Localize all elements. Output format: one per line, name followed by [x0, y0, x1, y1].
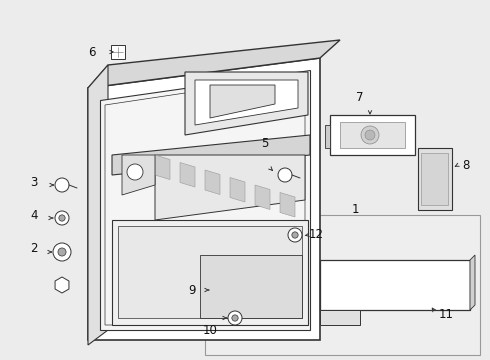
- Text: 9: 9: [189, 284, 196, 297]
- Polygon shape: [330, 115, 415, 155]
- Text: 10: 10: [203, 324, 218, 337]
- Circle shape: [365, 130, 375, 140]
- Polygon shape: [205, 215, 480, 355]
- Polygon shape: [122, 155, 155, 195]
- Text: 6: 6: [89, 45, 96, 59]
- Polygon shape: [88, 40, 340, 88]
- Circle shape: [59, 215, 65, 221]
- Circle shape: [127, 164, 143, 180]
- Polygon shape: [418, 148, 452, 210]
- Polygon shape: [88, 58, 320, 340]
- Polygon shape: [255, 185, 270, 210]
- Polygon shape: [155, 155, 305, 220]
- Text: 8: 8: [462, 158, 469, 171]
- Text: 11: 11: [439, 309, 454, 321]
- Polygon shape: [205, 170, 220, 194]
- Circle shape: [55, 178, 69, 192]
- Polygon shape: [320, 310, 360, 325]
- Polygon shape: [195, 80, 298, 125]
- Polygon shape: [230, 177, 245, 202]
- Circle shape: [228, 311, 242, 325]
- Circle shape: [58, 248, 66, 256]
- Polygon shape: [118, 226, 302, 318]
- Text: 3: 3: [30, 176, 38, 189]
- Circle shape: [232, 315, 238, 321]
- Polygon shape: [88, 65, 108, 345]
- Polygon shape: [275, 265, 282, 305]
- Text: 5: 5: [261, 137, 269, 150]
- Polygon shape: [210, 85, 275, 118]
- Circle shape: [361, 126, 379, 144]
- Polygon shape: [340, 122, 405, 148]
- Polygon shape: [421, 153, 448, 205]
- Text: 12: 12: [309, 229, 324, 242]
- Circle shape: [55, 211, 69, 225]
- Polygon shape: [200, 255, 302, 318]
- Text: 7: 7: [356, 91, 364, 104]
- Bar: [111, 45, 125, 59]
- Text: 4: 4: [30, 208, 38, 221]
- Text: 2: 2: [30, 243, 38, 256]
- Circle shape: [278, 168, 292, 182]
- Polygon shape: [100, 70, 310, 330]
- Polygon shape: [325, 125, 330, 148]
- Polygon shape: [155, 155, 170, 180]
- Text: 1: 1: [351, 203, 359, 216]
- Circle shape: [288, 228, 302, 242]
- Polygon shape: [112, 220, 308, 325]
- Circle shape: [53, 243, 71, 261]
- Polygon shape: [280, 193, 295, 217]
- Polygon shape: [185, 72, 308, 135]
- Polygon shape: [112, 135, 310, 175]
- Circle shape: [292, 232, 298, 238]
- Polygon shape: [55, 277, 69, 293]
- Polygon shape: [212, 272, 275, 305]
- Polygon shape: [470, 255, 475, 310]
- Polygon shape: [180, 162, 195, 187]
- Polygon shape: [320, 260, 470, 310]
